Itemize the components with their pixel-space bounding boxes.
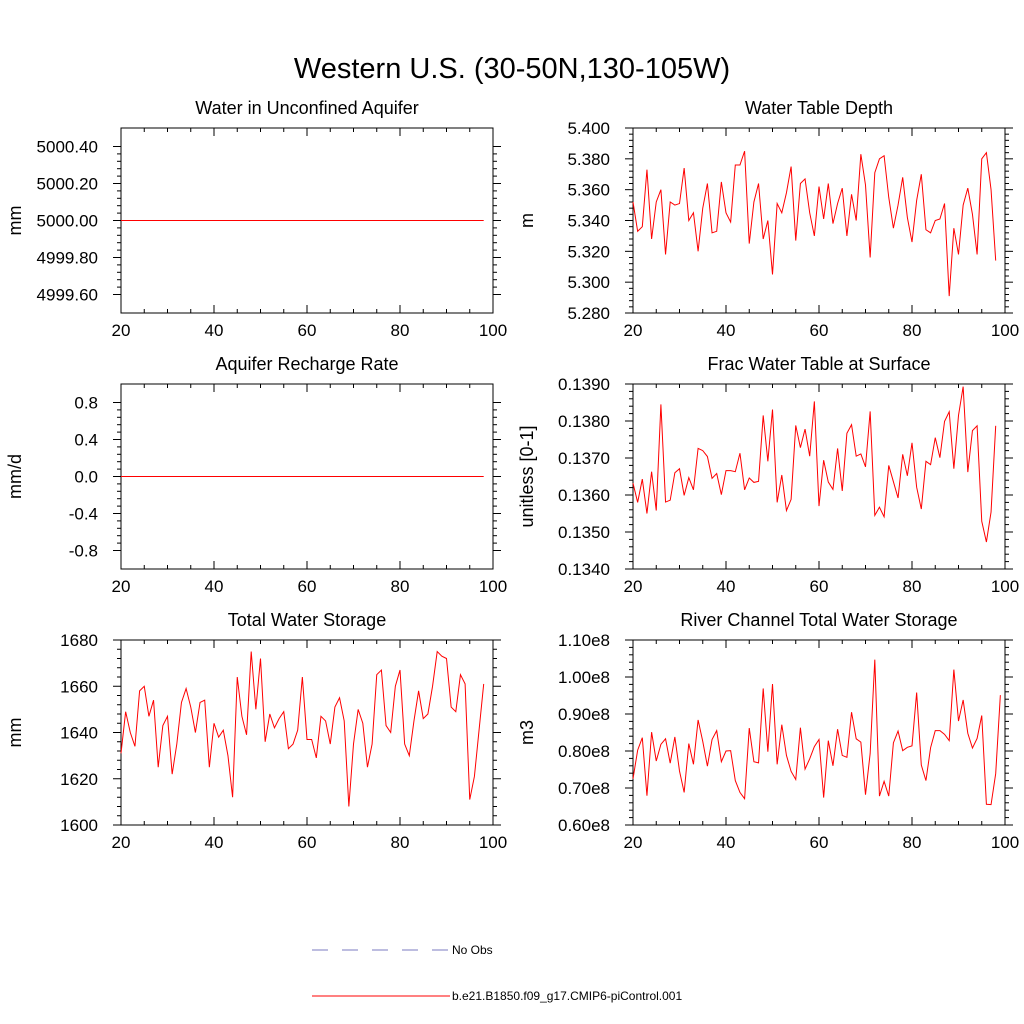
x-tick-label: 80	[903, 833, 922, 852]
x-tick-label: 40	[205, 577, 224, 596]
panel-title: Frac Water Table at Surface	[707, 354, 930, 374]
panel-title: River Channel Total Water Storage	[680, 610, 957, 630]
y-tick-label: 0.1340	[558, 560, 610, 579]
y-tick-label: 0.1360	[558, 486, 610, 505]
x-tick-label: 60	[298, 321, 317, 340]
x-tick-label: 80	[391, 577, 410, 596]
y-axis-label: mm	[5, 718, 25, 748]
x-tick-label: 100	[479, 321, 507, 340]
panel-frac-water-table-at-surface: Frac Water Table at Surface 20 40 60 80 100 0.…	[517, 354, 1019, 596]
x-tick-label: 100	[991, 833, 1019, 852]
y-tick-label: 5.300	[567, 273, 610, 292]
x-tick-label: 20	[624, 833, 643, 852]
panel-title: Total Water Storage	[228, 610, 386, 630]
y-tick-label: 0.4	[74, 431, 98, 450]
plot-frame	[120, 639, 494, 826]
y-axis-label: mm	[5, 206, 25, 236]
panel-water-in-unconfined-aquifer: Water in Unconfined Aquifer 20 40 60 80 100 49…	[5, 98, 507, 340]
legend-label-model: b.e21.B1850.f09_g17.CMIP6-piControl.001	[452, 989, 682, 1003]
y-tick-label: 1660	[60, 677, 98, 696]
x-tick-label: 100	[991, 577, 1019, 596]
y-tick-label: 0.1380	[558, 412, 610, 431]
x-tick-label: 40	[717, 577, 736, 596]
x-tick-label: 40	[205, 833, 224, 852]
x-tick-label: 80	[391, 833, 410, 852]
data-series-line	[632, 150, 997, 297]
data-series-line	[632, 659, 1001, 806]
x-tick-label: 60	[298, 833, 317, 852]
x-tick-label: 60	[810, 577, 829, 596]
y-tick-label: -0.4	[69, 505, 98, 524]
y-tick-label: 1680	[60, 631, 98, 650]
x-tick-label: 80	[903, 321, 922, 340]
y-tick-label: -0.8	[69, 542, 98, 561]
y-tick-label: 0.1390	[558, 375, 610, 394]
y-tick-label: 1.00e8	[558, 668, 610, 687]
y-axis-label: unitless [0-1]	[517, 425, 537, 527]
data-series-line	[120, 650, 485, 807]
panel-water-table-depth: Water Table Depth 20 40 60 80 100 5.280 5.300 5.…	[517, 98, 1019, 340]
y-tick-label: 5.380	[567, 150, 610, 169]
figure-title: Western U.S. (30-50N,130-105W)	[294, 53, 730, 85]
plot-frame	[632, 639, 1006, 826]
x-tick-label: 40	[717, 833, 736, 852]
panel-title: Aquifer Recharge Rate	[215, 354, 398, 374]
y-tick-label: 1640	[60, 724, 98, 743]
y-tick-label: 5.320	[567, 242, 610, 261]
y-axis-label: m	[517, 213, 537, 228]
x-tick-label: 100	[991, 321, 1019, 340]
y-tick-label: 4999.60	[37, 286, 98, 305]
y-tick-label: 5000.20	[37, 175, 98, 194]
panel-aquifer-recharge-rate: Aquifer Recharge Rate 20 40 60 80 100 -0.8 -0.4…	[5, 354, 507, 596]
y-tick-label: 0.0	[74, 468, 98, 487]
x-tick-label: 60	[810, 833, 829, 852]
y-tick-label: 0.1350	[558, 523, 610, 542]
x-tick-label: 40	[717, 321, 736, 340]
x-tick-label: 60	[810, 321, 829, 340]
panel-title: Water in Unconfined Aquifer	[195, 98, 418, 118]
y-tick-label: 0.80e8	[558, 742, 610, 761]
y-tick-label: 0.8	[74, 394, 98, 413]
y-tick-label: 0.60e8	[558, 816, 610, 835]
x-tick-label: 20	[112, 577, 131, 596]
panel-title: Water Table Depth	[745, 98, 893, 118]
x-tick-label: 20	[624, 321, 643, 340]
y-tick-label: 0.1370	[558, 449, 610, 468]
x-tick-label: 40	[205, 321, 224, 340]
y-tick-label: 0.70e8	[558, 779, 610, 798]
y-tick-label: 5.280	[567, 304, 610, 323]
panel-total-water-storage: Total Water Storage 20 40 60 80 100 1600 1620 16…	[5, 610, 507, 852]
legend: No Obs b.e21.B1850.f09_g17.CMIP6-piContr…	[312, 943, 682, 1003]
panel-river-channel-total-water-storage: River Channel Total Water Storage 20 40 60 8…	[517, 610, 1019, 852]
y-tick-label: 5000.40	[37, 138, 98, 157]
y-tick-label: 1.10e8	[558, 631, 610, 650]
y-tick-label: 1600	[60, 816, 98, 835]
y-tick-label: 5.400	[567, 119, 610, 138]
y-tick-label: 5.340	[567, 212, 610, 231]
y-tick-label: 5000.00	[37, 212, 98, 231]
y-axis-label: m3	[517, 720, 537, 745]
x-tick-label: 80	[391, 321, 410, 340]
data-series-line	[632, 386, 997, 543]
y-tick-label: 4999.80	[37, 249, 98, 268]
x-tick-label: 100	[479, 833, 507, 852]
y-tick-label: 0.90e8	[558, 705, 610, 724]
x-tick-label: 20	[624, 577, 643, 596]
y-tick-label: 1620	[60, 770, 98, 789]
x-tick-label: 80	[903, 577, 922, 596]
y-axis-label: mm/d	[5, 454, 25, 499]
x-tick-label: 20	[112, 321, 131, 340]
x-tick-label: 60	[298, 577, 317, 596]
legend-label-no-obs: No Obs	[452, 943, 493, 957]
x-tick-label: 100	[479, 577, 507, 596]
y-tick-label: 5.360	[567, 181, 610, 200]
x-tick-label: 20	[112, 833, 131, 852]
